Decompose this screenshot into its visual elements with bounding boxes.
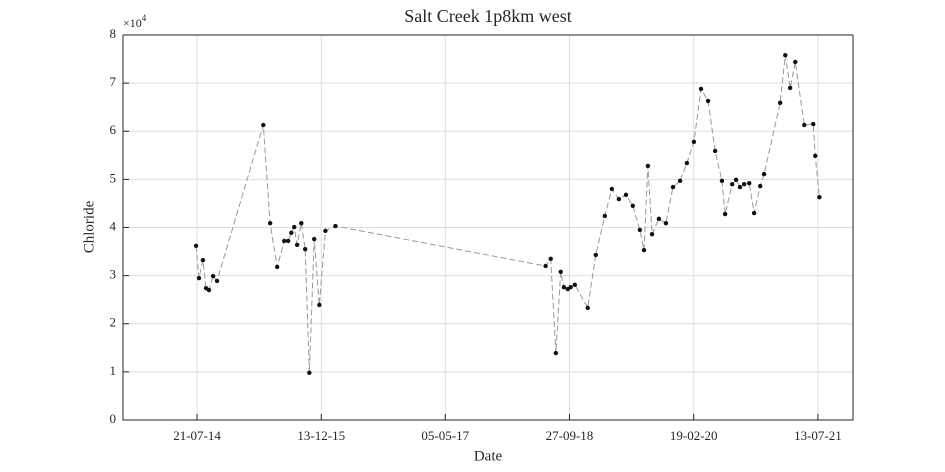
x-tick-label: 27-09-18	[546, 428, 594, 443]
data-point	[196, 275, 202, 281]
x-axis-label: Date	[474, 448, 503, 464]
chart-title: Salt Creek 1p8km west	[404, 6, 571, 26]
data-point	[645, 163, 651, 169]
x-tick-label: 05-05-17	[421, 428, 469, 443]
data-point	[323, 228, 328, 234]
data-point	[649, 232, 655, 237]
data-point	[733, 177, 739, 183]
data-point	[261, 122, 266, 128]
data-point	[641, 247, 647, 253]
data-point	[783, 53, 788, 58]
data-point	[705, 98, 711, 104]
data-point	[602, 213, 607, 219]
data-point	[663, 220, 669, 226]
y-tick-label: 0	[110, 411, 117, 426]
data-point	[677, 178, 683, 184]
data-point	[206, 287, 212, 293]
data-point	[656, 216, 662, 222]
data-point	[333, 223, 338, 229]
data-point	[307, 370, 312, 376]
data-point	[210, 273, 216, 279]
data-point	[585, 305, 590, 311]
data-point	[793, 59, 798, 65]
data-point	[568, 284, 573, 290]
data-point	[558, 269, 563, 274]
y-scale-exponent: 4	[142, 13, 147, 23]
data-point	[193, 243, 199, 248]
y-tick-label: 6	[110, 122, 117, 137]
data-point	[712, 148, 718, 154]
data-point	[637, 227, 643, 233]
data-point	[813, 153, 818, 158]
data-point	[561, 284, 567, 290]
data-point	[292, 224, 297, 230]
axes-box	[122, 34, 854, 421]
y-tick-label: 1	[110, 363, 117, 378]
x-tick-label: 13-07-21	[794, 428, 842, 443]
data-point	[761, 171, 767, 177]
data-point	[282, 238, 287, 244]
data-point	[741, 181, 747, 187]
data-point	[572, 282, 578, 287]
x-tick-label: 13-12-15	[297, 428, 345, 443]
data-point	[299, 220, 304, 226]
y-tick-label: 7	[110, 74, 117, 89]
data-point	[285, 238, 291, 244]
y-tick-label: 8	[110, 26, 117, 41]
x-tick-label: 19-02-20	[670, 428, 718, 443]
y-tick-label: 3	[110, 267, 117, 282]
y-tick-label: 4	[110, 218, 117, 233]
data-point	[317, 302, 322, 308]
data-point	[609, 186, 615, 192]
data-point	[294, 242, 300, 248]
data-point	[670, 184, 676, 190]
data-point	[593, 252, 598, 258]
data-point	[817, 194, 822, 200]
y-axis-label: Chloride	[81, 200, 97, 253]
data-point	[200, 258, 206, 263]
data-point	[811, 121, 816, 127]
data-point	[543, 263, 548, 269]
data-point	[684, 160, 690, 166]
data-point	[553, 350, 559, 356]
data-point	[802, 122, 807, 128]
data-point	[274, 264, 280, 270]
data-point	[698, 86, 704, 92]
y-scale-base: ×10	[123, 16, 142, 30]
y-scale-label: ×104	[123, 13, 147, 30]
y-tick-label: 5	[110, 170, 117, 185]
data-point	[289, 230, 294, 235]
data-point	[623, 192, 629, 197]
data-point	[616, 196, 622, 202]
data-point	[719, 178, 725, 184]
data-point	[777, 100, 783, 106]
y-tick-label: 2	[110, 315, 117, 330]
data-point	[691, 139, 697, 145]
data-point	[787, 85, 793, 91]
data-point	[751, 210, 757, 216]
data-point	[548, 256, 553, 261]
data-point	[214, 278, 220, 284]
data-point	[729, 181, 735, 187]
data-point	[757, 183, 763, 189]
data-point	[722, 211, 728, 217]
data-point	[302, 246, 308, 252]
data-point	[312, 236, 317, 242]
data-point	[737, 184, 743, 190]
x-tick-label: 21-07-14	[173, 428, 221, 443]
data-point	[630, 203, 636, 209]
data-point	[747, 181, 752, 186]
data-point	[267, 220, 273, 226]
